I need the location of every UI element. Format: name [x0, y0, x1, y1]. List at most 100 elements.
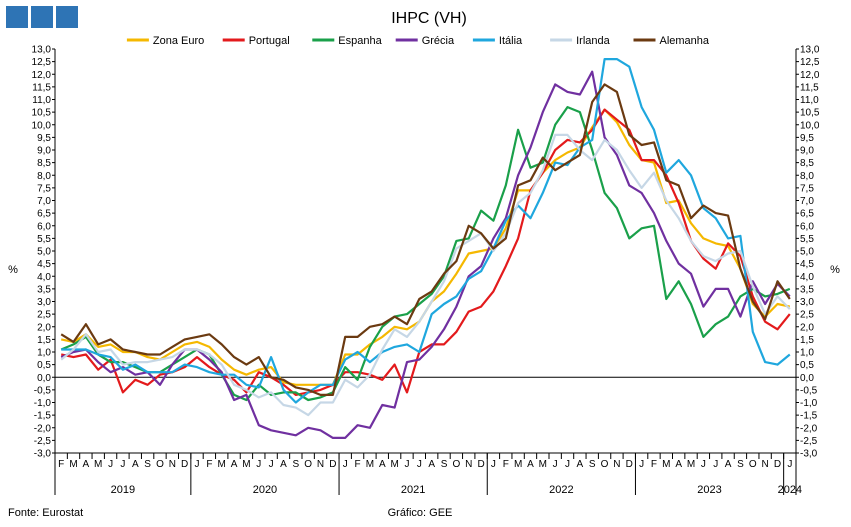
series-line-it-lia [61, 57, 791, 404]
x-tick-label: J [108, 459, 113, 470]
series-line-alemanha [60, 83, 791, 396]
x-tick-label: F [58, 459, 64, 470]
y-tick-label-right: 8,5 [800, 158, 814, 169]
y-tick-label-left: 6,5 [37, 209, 51, 220]
x-tick-label: J [639, 459, 644, 470]
y-tick-label-right: 2,0 [800, 322, 814, 333]
x-tick-label: F [355, 459, 361, 470]
legend-label: Zona Euro [153, 35, 204, 47]
x-tick-label: N [465, 459, 472, 470]
x-tick-label: A [428, 459, 435, 470]
series-line-espanha [60, 105, 791, 402]
y-tick-label-right: 3,5 [800, 284, 814, 295]
y-tick-label-left: -3,0 [34, 449, 52, 460]
y-tick-label-right: 4,0 [800, 272, 814, 283]
year-label: 2022 [549, 484, 573, 496]
year-label: 2024 [778, 484, 802, 496]
x-tick-label: J [269, 459, 274, 470]
x-tick-label: M [514, 459, 522, 470]
y-tick-label-right: 6,0 [800, 221, 814, 232]
x-tick-label: D [477, 459, 484, 470]
y-tick-label-left: 9,0 [37, 146, 51, 157]
y-tick-label-right: 9,5 [800, 133, 814, 144]
x-tick-label: J [701, 459, 706, 470]
credit-note: Gráfico: GEE [388, 507, 453, 519]
y-tick-label-left: 6,0 [37, 221, 51, 232]
y-tick-label-right: 12,5 [800, 57, 820, 68]
y-tick-label-left: 7,0 [37, 196, 51, 207]
x-tick-label: N [762, 459, 769, 470]
x-tick-label: M [662, 459, 670, 470]
x-tick-label: M [366, 459, 374, 470]
plot-area: -3,0 -3,0-2,5 -2,5-2,0 -2,0-1,5 -1,5-1,0 -1,0… [32, 45, 820, 497]
series-line-portugal [60, 108, 791, 396]
x-tick-label: A [83, 459, 90, 470]
y-tick-label-left: 5,5 [37, 234, 51, 245]
x-tick-label: O [601, 459, 609, 470]
y-tick-label-left: -0,5 [34, 385, 52, 396]
y-tick-label-left: 11,5 [32, 82, 51, 93]
y-tick-label-left: 13,0 [32, 45, 52, 56]
year-label: 2021 [401, 484, 425, 496]
year-label: 2019 [111, 484, 135, 496]
brand-square-1 [6, 6, 28, 28]
x-tick-label: D [181, 459, 188, 470]
x-tick-label: D [626, 459, 633, 470]
x-tick-label: S [737, 459, 744, 470]
y-tick-label-left: 12,5 [32, 57, 52, 68]
x-tick-label: A [577, 459, 584, 470]
y-tick-label-right: 3,0 [800, 297, 814, 308]
x-tick-label: S [144, 459, 151, 470]
x-tick-label: N [613, 459, 620, 470]
x-tick-label: J [787, 459, 792, 470]
legend-label: Alemanha [660, 35, 710, 47]
x-tick-label: O [304, 459, 312, 470]
x-tick-label: O [156, 459, 164, 470]
chart-title: IHPC (VH) [391, 10, 467, 27]
x-tick-label: J [120, 459, 125, 470]
x-tick-label: J [565, 459, 570, 470]
x-tick-label: N [317, 459, 324, 470]
brand-square-2 [31, 6, 53, 28]
y-tick-label-left: -2,0 [34, 423, 52, 434]
y-tick-label-left: 0,5 [37, 360, 51, 371]
legend-label: Portugal [249, 35, 290, 47]
y-tick-label-left: 10,0 [32, 120, 52, 131]
x-tick-label: O [452, 459, 460, 470]
y-axis-unit-right: % [830, 264, 840, 276]
y-tick-label-right: 11,5 [800, 82, 819, 93]
y-tick-label-left: 9,5 [37, 133, 51, 144]
x-tick-label: A [527, 459, 534, 470]
legend-label: Itália [499, 35, 523, 47]
x-tick-label: M [390, 459, 398, 470]
y-tick-label-left: 4,0 [37, 272, 51, 283]
y-tick-label-left: -1,0 [34, 398, 52, 409]
x-tick-label: D [774, 459, 781, 470]
x-tick-label: F [206, 459, 212, 470]
x-tick-label: J [195, 459, 200, 470]
y-tick-label-right: 10,0 [800, 120, 820, 131]
y-axis-unit-left: % [8, 264, 18, 276]
legend-label: Espanha [338, 35, 382, 47]
y-tick-label-left: 3,0 [37, 297, 51, 308]
x-tick-label: J [256, 459, 261, 470]
y-tick-label-left: 8,5 [37, 158, 51, 169]
x-tick-label: F [503, 459, 509, 470]
source-note: Fonte: Eurostat [8, 507, 83, 519]
x-tick-label: S [441, 459, 448, 470]
y-tick-label-right: 0,5 [800, 360, 814, 371]
y-tick-label-left: -1,5 [34, 411, 52, 422]
y-tick-label-left: 1,0 [37, 348, 51, 359]
y-tick-label-left: 2,0 [37, 322, 51, 333]
x-tick-label: M [94, 459, 102, 470]
x-tick-label: M [69, 459, 77, 470]
series-line-irlanda [60, 133, 791, 417]
legend-label: Grécia [422, 35, 455, 47]
legend-label: Irlanda [576, 35, 611, 47]
y-tick-label-right: 0,0 [800, 373, 814, 384]
x-tick-label: J [491, 459, 496, 470]
y-tick-label-left: 2,5 [37, 310, 51, 321]
y-tick-label-right: 9,0 [800, 146, 814, 157]
y-tick-label-right: -2,5 [800, 436, 818, 447]
